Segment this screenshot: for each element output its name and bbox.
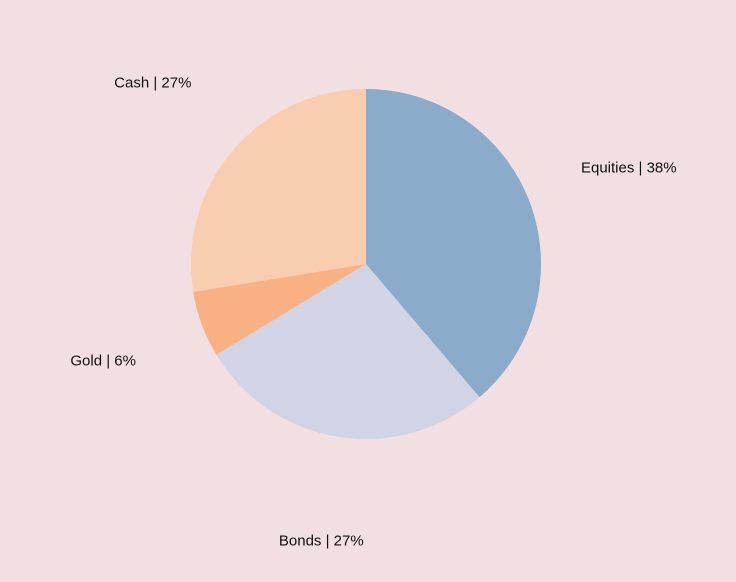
pie-labels: Equities | 38% Bonds | 27% Gold | 6% Cash |… — [70, 75, 676, 550]
pie-slice-cash — [190, 89, 366, 292]
pie-label-cash: Cash | 27% — [114, 75, 191, 92]
pie-label-gold: Gold | 6% — [70, 353, 136, 370]
pie-slice-gold — [193, 264, 366, 355]
pie-slice-equities — [366, 89, 541, 398]
pie-label-equities: Equities | 38% — [581, 159, 677, 176]
pie-slice-bonds — [216, 264, 480, 439]
pie-slices — [190, 89, 541, 439]
pie-label-bonds: Bonds | 27% — [279, 532, 364, 549]
